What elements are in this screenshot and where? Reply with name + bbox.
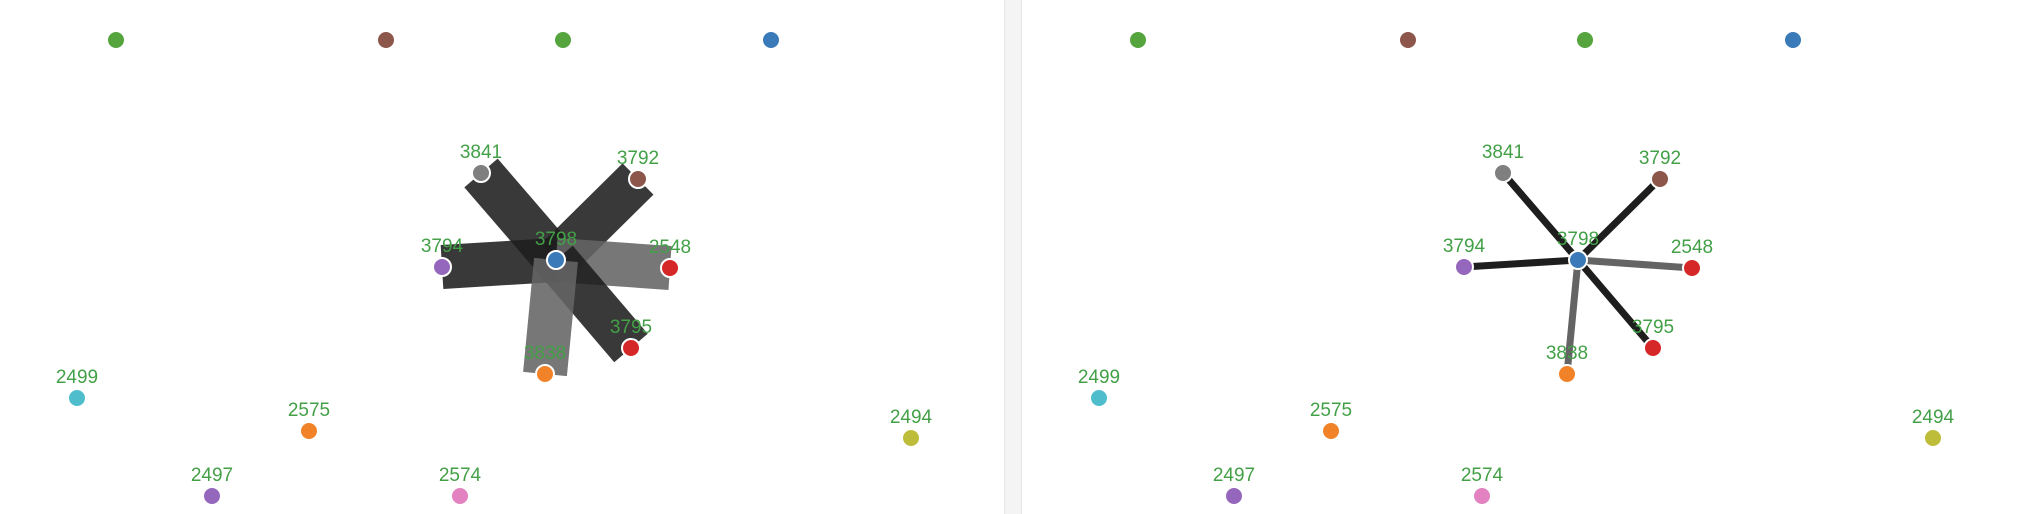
node-label-3841: 3841 [460, 142, 502, 163]
node-label-2497: 2497 [191, 465, 233, 486]
node-3798[interactable] [546, 250, 566, 270]
node-label-3792: 3792 [617, 148, 659, 169]
node-2499[interactable] [1089, 388, 1109, 408]
edge-3798-3841 [1500, 170, 1581, 263]
node-label-3838: 3838 [524, 343, 566, 364]
node-label-3792: 3792 [1639, 148, 1681, 169]
edge-3798-3794 [1463, 256, 1579, 271]
node-label-2499: 2499 [56, 367, 98, 388]
node-2575[interactable] [299, 421, 319, 441]
node-label-2548: 2548 [1671, 237, 1713, 258]
graph-panel-thick-edges: 3798 3841 3792 3794 2548 3795 3838 2499 2575 2494… [0, 0, 1004, 514]
node-label-3798: 3798 [1557, 229, 1599, 250]
node-2548[interactable] [660, 258, 680, 278]
edge-layer [440, 158, 672, 377]
edge-3798-3838 [1563, 259, 1582, 375]
node-3792[interactable] [628, 169, 648, 189]
node-label-3794: 3794 [1443, 236, 1486, 257]
node-label-3795: 3795 [610, 317, 652, 338]
node-label-2574: 2574 [1461, 465, 1504, 486]
graph-canvas-right: 3798 3841 3792 3794 2548 3795 3838 2499 2575 2494… [1078, 30, 1955, 506]
node-2574[interactable] [450, 486, 470, 506]
node-label-2574: 2574 [439, 465, 482, 486]
node-label-2494: 2494 [1912, 407, 1955, 428]
node-2494[interactable] [901, 428, 921, 448]
node-label-2548: 2548 [649, 237, 691, 258]
node-2497[interactable] [1224, 486, 1244, 506]
node-3841[interactable] [471, 163, 491, 183]
edge-layer [1463, 170, 1693, 375]
node-label-2497: 2497 [1213, 465, 1255, 486]
node-2499[interactable] [67, 388, 87, 408]
node-layer: 3798 3841 3792 3794 2548 3795 3838 2499 2575 2494… [56, 30, 933, 506]
node-3838[interactable] [535, 364, 555, 384]
node-label-3798: 3798 [535, 229, 577, 250]
node-label-3841: 3841 [1482, 142, 1524, 163]
node-top-2[interactable] [1398, 30, 1418, 50]
node-top-4[interactable] [1783, 30, 1803, 50]
edge-3798-3792 [1575, 176, 1663, 263]
edge-3798-2548 [1577, 256, 1693, 272]
edge-3798-3838 [523, 257, 578, 377]
node-top-1[interactable] [106, 30, 126, 50]
node-top-4[interactable] [761, 30, 781, 50]
node-3795[interactable] [621, 338, 641, 358]
node-2497[interactable] [202, 486, 222, 506]
node-2575[interactable] [1321, 421, 1341, 441]
panel-divider[interactable] [1004, 0, 1022, 514]
edge-3798-3795 [1575, 257, 1656, 351]
node-top-2[interactable] [376, 30, 396, 50]
node-3795[interactable] [1643, 338, 1663, 358]
graph-canvas-left: 3798 3841 3792 3794 2548 3795 3838 2499 2575 2494… [56, 30, 933, 506]
node-top-3[interactable] [1575, 30, 1595, 50]
node-2548[interactable] [1682, 258, 1702, 278]
graph-panel-thin-edges: 3798 3841 3792 3794 2548 3795 3838 2499 2575 2494… [1022, 0, 2026, 514]
node-label-2575: 2575 [288, 400, 330, 421]
node-label-3794: 3794 [421, 236, 464, 257]
node-3798[interactable] [1568, 250, 1588, 270]
node-label-2494: 2494 [890, 407, 933, 428]
node-top-3[interactable] [553, 30, 573, 50]
node-3794[interactable] [432, 257, 452, 277]
node-3841[interactable] [1493, 163, 1513, 183]
node-label-3795: 3795 [1632, 317, 1674, 338]
node-layer: 3798 3841 3792 3794 2548 3795 3838 2499 2575 2494… [1078, 30, 1955, 506]
node-label-3838: 3838 [1546, 343, 1588, 364]
node-top-1[interactable] [1128, 30, 1148, 50]
node-3792[interactable] [1650, 169, 1670, 189]
node-3838[interactable] [1557, 364, 1577, 384]
node-2574[interactable] [1472, 486, 1492, 506]
node-label-2499: 2499 [1078, 367, 1120, 388]
node-label-2575: 2575 [1310, 400, 1352, 421]
node-3794[interactable] [1454, 257, 1474, 277]
node-2494[interactable] [1923, 428, 1943, 448]
